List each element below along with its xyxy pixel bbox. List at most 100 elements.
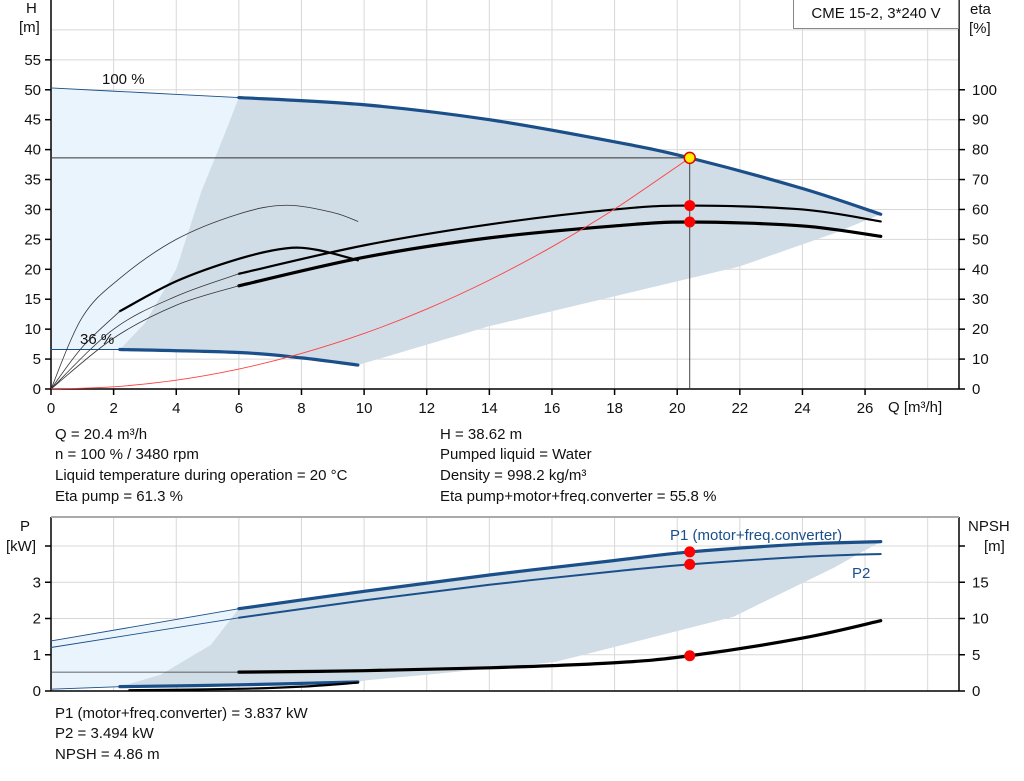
y2-tick-label: 0 — [972, 381, 980, 398]
y2-tick-label: 90 — [972, 112, 989, 129]
series-curve-7 — [50, 285, 240, 390]
speed-100-label: 100 % — [102, 71, 145, 88]
series-curve-9 — [118, 246, 359, 313]
x-tick-label: 20 — [669, 400, 686, 417]
x-tick-label: 8 — [297, 400, 305, 417]
series-curve-8 — [128, 681, 359, 692]
operating-range-dark — [119, 97, 881, 366]
series-curve-1 — [50, 87, 240, 98]
q-axis-label: Q [m³/h] — [888, 399, 943, 416]
y-tick-label: 30 — [24, 201, 41, 218]
y-tick-label: 10 — [24, 321, 41, 338]
y-tick-label: 3 — [33, 574, 41, 591]
series-p2 — [237, 552, 882, 619]
info-h: H = 38.62 m — [440, 426, 523, 443]
operating-range-dark — [119, 541, 881, 687]
duty-point-eta-total — [684, 216, 696, 228]
y2-tick-label: 15 — [972, 574, 989, 591]
y2-tick-label: 10 — [972, 351, 989, 368]
y2-tick-label: 100 — [972, 82, 997, 99]
y-tick-label: 15 — [24, 291, 41, 308]
y2-tick-label: 20 — [972, 321, 989, 338]
info-eta-total: Eta pump+motor+freq.converter = 55.8 % — [440, 488, 717, 505]
series-npsh — [237, 619, 883, 674]
x-tick-label: 18 — [606, 400, 623, 417]
duty-point-P2 — [684, 558, 696, 570]
x-tick-label: 10 — [356, 400, 373, 417]
x-tick-label: 24 — [794, 400, 811, 417]
npsh-axis-label: NPSH — [968, 518, 1010, 535]
y-tick-label: 0 — [33, 683, 41, 700]
panel-1: 0 1 2 3 0 5 10 15 — [33, 516, 989, 700]
eta-axis-unit: [%] — [969, 20, 991, 37]
x-tick-label: 0 — [47, 400, 55, 417]
y2-tick-label: 5 — [972, 647, 980, 664]
info-npsh: NPSH = 4.86 m — [55, 746, 160, 763]
y2-tick-label: 70 — [972, 172, 989, 189]
x-tick-label: 2 — [109, 400, 117, 417]
h-axis-label: H — [26, 0, 37, 17]
duty-point-H — [683, 151, 696, 165]
p2-series-label: P2 — [852, 565, 871, 582]
y-tick-label: 2 — [33, 611, 41, 628]
series-curve-10 — [50, 310, 121, 390]
y-tick-label: 5 — [33, 351, 41, 368]
y2-tick-label: 0 — [972, 683, 980, 700]
y-tick-label: 40 — [24, 142, 41, 159]
p1-series-label: P1 (motor+freq.converter) — [670, 527, 843, 544]
y-tick-label: 45 — [24, 112, 41, 129]
info-speed: n = 100 % / 3480 rpm — [55, 446, 199, 463]
y2-tick-label: 30 — [972, 291, 989, 308]
y2-tick-label: 40 — [972, 261, 989, 278]
series-curve-8 — [50, 204, 359, 390]
p-axis-label: P — [20, 518, 31, 535]
operating-range-light — [51, 608, 239, 690]
info-density: Density = 998.2 kg/m³ — [440, 467, 587, 484]
y-tick-label: 25 — [24, 231, 41, 248]
chart-legend-box: CME 15-2, 3*240 V — [793, 0, 959, 29]
series-p1-motor-freq-converter- — [237, 540, 883, 611]
x-tick-label: 14 — [481, 400, 498, 417]
y-tick-label: 1 — [33, 647, 41, 664]
x-tick-label: 12 — [418, 400, 435, 417]
x-tick-label: 6 — [235, 400, 243, 417]
y-tick-label: 50 — [24, 82, 41, 99]
series-h-100- — [237, 95, 883, 216]
y-tick-label: 20 — [24, 261, 41, 278]
series-system-curve — [50, 157, 691, 390]
y-tick-label: 0 — [33, 381, 41, 398]
series-curve-6 — [118, 680, 360, 689]
series-curve-7 — [50, 686, 121, 690]
x-tick-label: 4 — [172, 400, 180, 417]
h-axis-unit: [m] — [19, 19, 40, 36]
eta-axis-label: eta — [970, 1, 991, 18]
x-tick-label: 22 — [731, 400, 748, 417]
series-curve-1 — [50, 608, 240, 642]
y2-tick-label: 10 — [972, 611, 989, 628]
y-tick-label: 35 — [24, 172, 41, 189]
p-axis-unit: [kW] — [6, 538, 36, 555]
info-eta-pump: Eta pump = 61.3 % — [55, 488, 183, 505]
info-temperature: Liquid temperature during operation = 20… — [55, 467, 348, 484]
speed-36-label: 36 % — [80, 331, 115, 348]
info-p2: P2 = 3.494 kW — [55, 725, 154, 742]
info-q: Q = 20.4 m³/h — [55, 426, 148, 443]
duty-point-P1 — [684, 546, 696, 558]
series-eta-pump — [237, 204, 882, 275]
series-curve-3 — [50, 617, 240, 648]
series-eta-pump-motor-freq-converter — [237, 220, 883, 288]
duty-point-eta-pump — [684, 200, 696, 212]
info-p1: P1 (motor+freq.converter) = 3.837 kW — [55, 705, 308, 722]
operating-range-light — [51, 87, 239, 350]
info-liquid: Pumped liquid = Water — [440, 446, 592, 463]
series-h-36- — [118, 347, 360, 367]
x-tick-label: 16 — [544, 400, 561, 417]
y2-tick-label: 50 — [972, 231, 989, 248]
panel-0: 0510152025303540455055010203040506070809… — [24, 0, 997, 417]
y-tick-label: 55 — [24, 52, 41, 69]
duty-point-NPSH — [684, 650, 696, 662]
y2-tick-label: 80 — [972, 142, 989, 159]
y2-tick-label: 60 — [972, 201, 989, 218]
x-tick-label: 26 — [857, 400, 874, 417]
